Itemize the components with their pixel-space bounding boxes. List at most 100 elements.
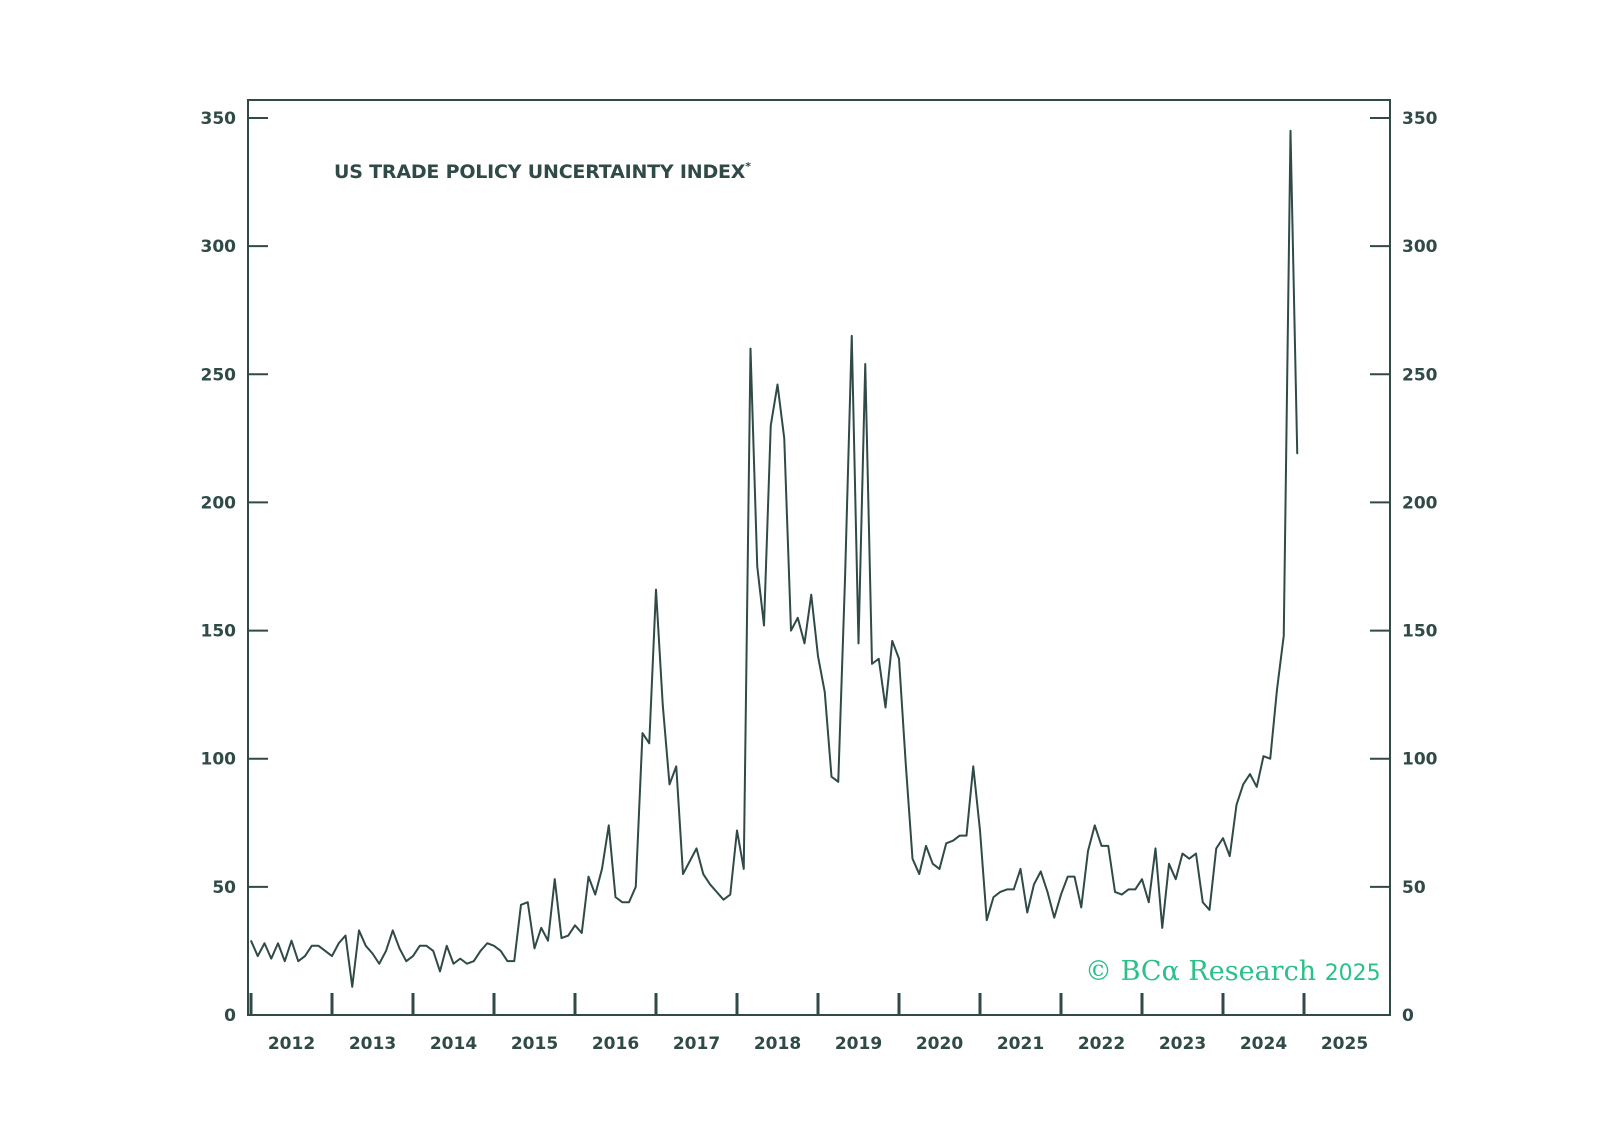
data-point <box>601 868 603 870</box>
data-point <box>277 942 279 944</box>
data-point <box>857 642 860 644</box>
data-point <box>1188 858 1190 860</box>
data-point <box>1235 804 1238 806</box>
data-point <box>587 876 590 878</box>
x-tick-label: 2025 <box>1321 1034 1368 1054</box>
data-point <box>344 934 347 937</box>
x-tick-label: 2017 <box>673 1034 720 1054</box>
data-point <box>797 617 799 619</box>
data-point <box>412 955 414 957</box>
plot-frame <box>247 99 1391 1016</box>
data-point <box>864 363 866 365</box>
right-y-tick-label: 50 <box>1402 878 1426 898</box>
data-point <box>446 945 448 947</box>
data-point <box>884 706 887 709</box>
x-axis: 2012 2013 2014 2015 2016 2017 2018 2019 2020 2021… <box>249 993 1368 1054</box>
data-point <box>932 863 934 865</box>
data-point <box>351 986 353 988</box>
watermark-brand: BCα <box>1121 956 1180 987</box>
data-point <box>1094 824 1096 826</box>
data-point <box>1249 773 1251 775</box>
data-point <box>371 952 374 955</box>
data-point <box>1175 878 1177 880</box>
data-point <box>270 958 272 960</box>
data-point <box>338 942 340 944</box>
title-footnote-marker: * <box>745 160 751 173</box>
data-point <box>432 950 434 952</box>
data-point <box>378 963 380 965</box>
data-point <box>965 835 968 837</box>
data-point <box>689 860 691 862</box>
data-point <box>459 958 461 960</box>
data-point <box>938 868 941 870</box>
data-point <box>682 873 684 875</box>
data-point <box>500 950 502 952</box>
data-point <box>473 960 475 962</box>
data-point <box>581 932 583 934</box>
data-point <box>702 873 704 875</box>
right-y-tick-label: 200 <box>1402 493 1438 513</box>
right-y-tick-label: 350 <box>1402 109 1438 129</box>
watermark: © BCα Research 2025 <box>1085 956 1381 987</box>
data-point <box>749 348 752 350</box>
data-point <box>837 781 839 783</box>
left-y-tick-label: 150 <box>201 622 237 642</box>
data-point <box>695 847 698 850</box>
data-point <box>297 960 299 962</box>
data-point <box>513 960 515 962</box>
data-point <box>1019 868 1022 870</box>
data-point <box>1033 883 1035 885</box>
data-point <box>722 899 725 901</box>
data-point <box>385 950 387 952</box>
data-point <box>290 940 293 942</box>
data-point <box>986 919 988 921</box>
x-tick-label: 2021 <box>997 1034 1044 1054</box>
data-point <box>560 937 563 939</box>
left-y-tick-label: 100 <box>201 750 237 770</box>
data-point <box>729 893 731 896</box>
data-point <box>763 624 765 627</box>
series-line <box>250 129 1299 988</box>
data-point <box>1141 878 1143 880</box>
data-point <box>1006 888 1008 891</box>
data-point <box>257 955 259 957</box>
data-point <box>567 934 569 937</box>
data-point <box>1296 453 1298 455</box>
left-y-axis: 0 50 100 150 200 250 300 350 <box>201 109 268 1026</box>
data-point <box>1262 755 1265 757</box>
x-tick-label: 2016 <box>592 1034 639 1054</box>
watermark-year: 2025 <box>1325 961 1381 986</box>
data-point <box>756 565 758 568</box>
data-point <box>945 842 947 844</box>
left-y-tick-label: 350 <box>201 109 237 129</box>
data-point <box>851 335 853 337</box>
data-point <box>635 886 637 888</box>
data-point <box>358 929 360 932</box>
data-point <box>419 945 421 947</box>
x-tick-label: 2024 <box>1240 1034 1287 1054</box>
data-point <box>324 950 326 952</box>
data-point <box>891 640 893 642</box>
data-point <box>628 901 630 903</box>
data-point <box>655 588 657 591</box>
data-point <box>311 945 313 947</box>
left-y-tick-label: 50 <box>212 878 236 898</box>
data-point <box>1127 888 1130 891</box>
right-y-tick-label: 0 <box>1402 1006 1414 1026</box>
data-point <box>1148 901 1150 903</box>
data-point <box>365 945 367 947</box>
data-point <box>972 765 974 768</box>
data-point <box>959 835 961 837</box>
data-point <box>574 924 576 926</box>
data-point <box>547 940 549 942</box>
data-point <box>1154 847 1157 850</box>
x-tick-label: 2020 <box>916 1034 963 1054</box>
data-point <box>662 704 664 706</box>
data-point <box>1013 888 1015 891</box>
data-point <box>844 578 846 580</box>
data-point <box>317 945 320 947</box>
data-point <box>405 960 407 962</box>
data-point <box>1269 758 1271 760</box>
right-y-tick-label: 250 <box>1402 365 1438 385</box>
